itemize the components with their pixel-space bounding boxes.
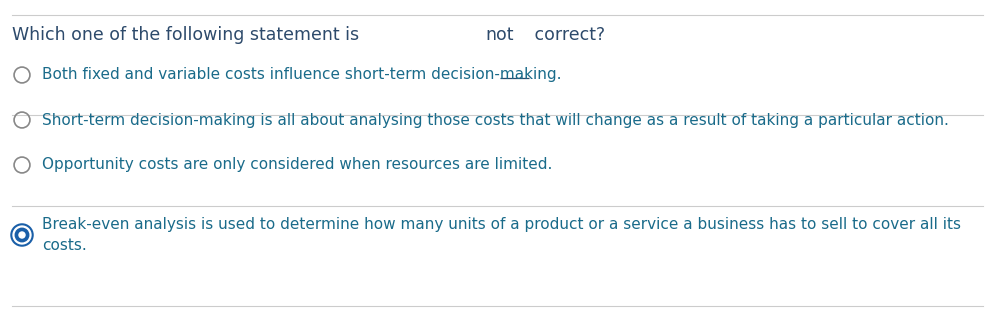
Text: Break-even analysis is used to determine how many units of a product or a servic: Break-even analysis is used to determine…: [42, 217, 961, 253]
Text: not: not: [486, 26, 514, 44]
Text: Opportunity costs are only considered when resources are limited.: Opportunity costs are only considered wh…: [42, 158, 552, 172]
Text: Short-term decision-making is all about analysing those costs that will change a: Short-term decision-making is all about …: [42, 112, 948, 127]
Text: Which one of the following statement is: Which one of the following statement is: [12, 26, 365, 44]
Text: correct?: correct?: [529, 26, 605, 44]
Ellipse shape: [15, 228, 29, 242]
Ellipse shape: [19, 232, 25, 238]
Text: Both fixed and variable costs influence short-term decision-making.: Both fixed and variable costs influence …: [42, 67, 562, 82]
